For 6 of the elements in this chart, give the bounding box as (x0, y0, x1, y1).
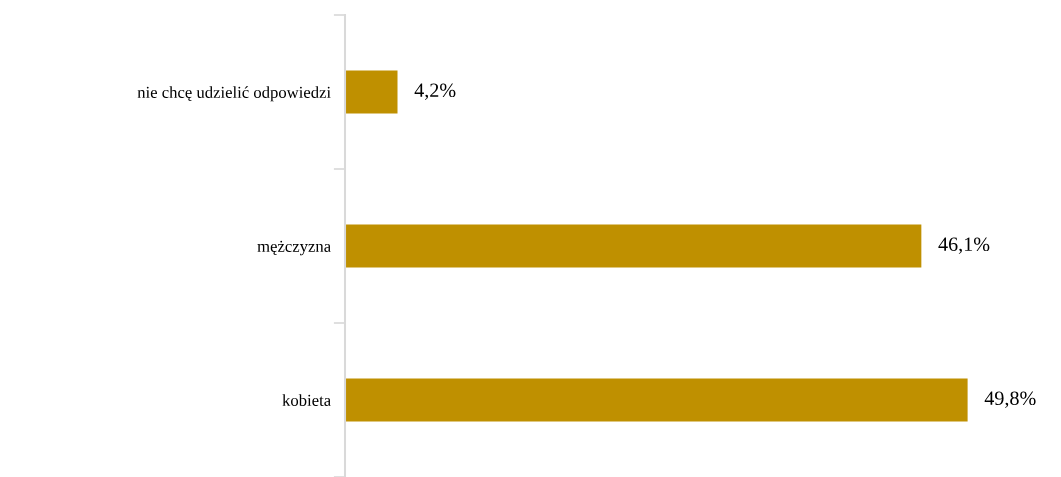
data-label: 49,8% (984, 391, 1036, 408)
data-label: 46,1% (938, 237, 990, 254)
y-tick-label: mężczyzna (257, 240, 331, 256)
data-label: 4,2% (414, 83, 456, 100)
y-tick-label: nie chcę udzielić odpowiedzi (137, 86, 331, 102)
y-tick-label: kobieta (282, 394, 331, 406)
